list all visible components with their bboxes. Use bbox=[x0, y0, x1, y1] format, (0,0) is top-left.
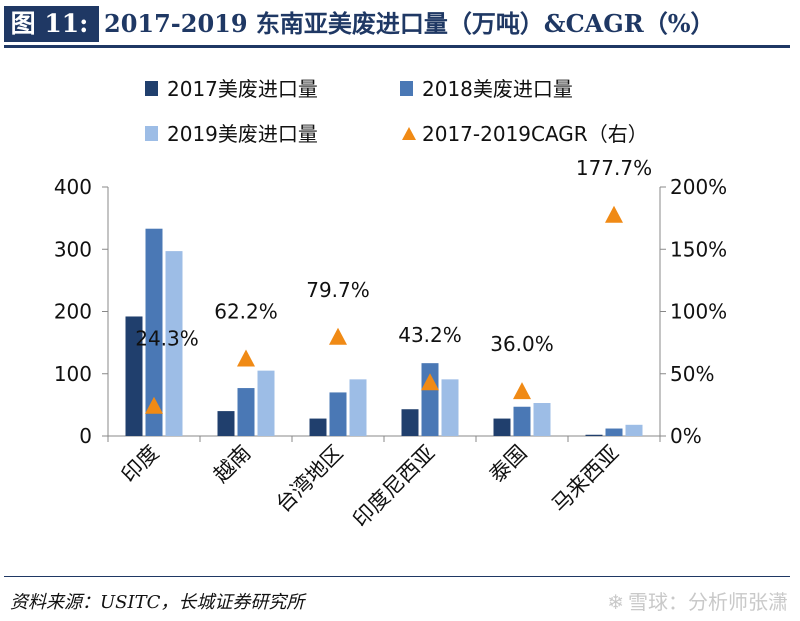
y-right-tick-label-0: 0% bbox=[670, 424, 702, 448]
y-left-tick-label-2: 200 bbox=[54, 300, 92, 324]
cagr-marker-4 bbox=[513, 382, 531, 400]
bar-0-3 bbox=[401, 409, 419, 436]
category-label-2: 台湾地区 bbox=[271, 441, 347, 517]
cagr-label-5: 177.7% bbox=[576, 156, 652, 180]
y-left-tick-label-3: 300 bbox=[54, 237, 92, 261]
bar-0-4 bbox=[493, 418, 511, 436]
y-left-tick-label-4: 400 bbox=[54, 175, 92, 199]
legend-label-0: 2017美废进口量 bbox=[167, 77, 318, 101]
category-label-1: 越南 bbox=[209, 441, 256, 488]
footer-rule bbox=[4, 576, 790, 577]
category-label-4: 泰国 bbox=[485, 441, 532, 488]
cagr-label-0: 24.3% bbox=[135, 327, 199, 351]
cagr-label-1: 62.2% bbox=[214, 300, 278, 324]
y-right-tick-label-3: 150% bbox=[670, 237, 727, 261]
bar-1-2 bbox=[329, 392, 347, 436]
bar-2-3 bbox=[441, 379, 459, 436]
legend-label-3: 2017-2019CAGR（右） bbox=[422, 122, 648, 146]
bar-0-1 bbox=[217, 411, 235, 436]
snowball-icon: ❄ bbox=[607, 590, 624, 614]
category-label-3: 印度尼西亚 bbox=[348, 441, 439, 532]
watermark: ❄ 雪球：分析师张潇 bbox=[607, 586, 788, 615]
category-label-0: 印度 bbox=[117, 441, 164, 488]
category-label-5: 马来西亚 bbox=[547, 441, 623, 517]
cagr-marker-1 bbox=[237, 349, 255, 367]
bar-0-5 bbox=[585, 434, 603, 436]
legend-swatch-2 bbox=[145, 126, 158, 141]
figure-label: 图 11: bbox=[4, 6, 99, 42]
legend-swatch-0 bbox=[145, 81, 158, 96]
cagr-marker-2 bbox=[329, 327, 347, 345]
legend-label-2: 2019美废进口量 bbox=[167, 122, 318, 146]
bar-2-0 bbox=[165, 251, 183, 436]
y-left-tick-label-0: 0 bbox=[79, 424, 92, 448]
watermark-text: 雪球：分析师张潇 bbox=[628, 590, 788, 614]
bar-2-5 bbox=[625, 424, 643, 436]
bar-2-4 bbox=[533, 403, 551, 436]
cagr-label-3: 43.2% bbox=[398, 323, 462, 347]
bar-1-1 bbox=[237, 388, 255, 436]
y-left-tick-label-1: 100 bbox=[54, 362, 92, 386]
bar-2-2 bbox=[349, 379, 367, 436]
bar-1-5 bbox=[605, 428, 623, 436]
cagr-label-4: 36.0% bbox=[490, 332, 554, 356]
bar-0-2 bbox=[309, 418, 327, 436]
legend-marker-cagr bbox=[402, 127, 416, 140]
bar-1-0 bbox=[145, 228, 163, 436]
figure-header: 图 11: 2017-2019 东南亚美废进口量（万吨）&CAGR（%） bbox=[0, 0, 800, 48]
cagr-label-2: 79.7% bbox=[306, 278, 370, 302]
y-right-tick-label-1: 50% bbox=[670, 362, 714, 386]
legend-label-1: 2018美废进口量 bbox=[422, 77, 573, 101]
source-note: 资料来源：USITC，长城证券研究所 bbox=[10, 592, 305, 613]
y-right-tick-label-2: 100% bbox=[670, 300, 727, 324]
cagr-marker-5 bbox=[605, 205, 623, 223]
legend-swatch-1 bbox=[400, 81, 413, 96]
cagr-marker-0 bbox=[145, 396, 163, 414]
bar-1-4 bbox=[513, 406, 531, 436]
y-right-tick-label-4: 200% bbox=[670, 175, 727, 199]
header-rule bbox=[4, 45, 790, 48]
figure-title: 2017-2019 东南亚美废进口量（万吨）&CAGR（%） bbox=[104, 9, 715, 38]
bar-2-1 bbox=[257, 370, 275, 436]
bar-0-0 bbox=[125, 316, 143, 436]
cagr-marker-3 bbox=[421, 373, 439, 391]
